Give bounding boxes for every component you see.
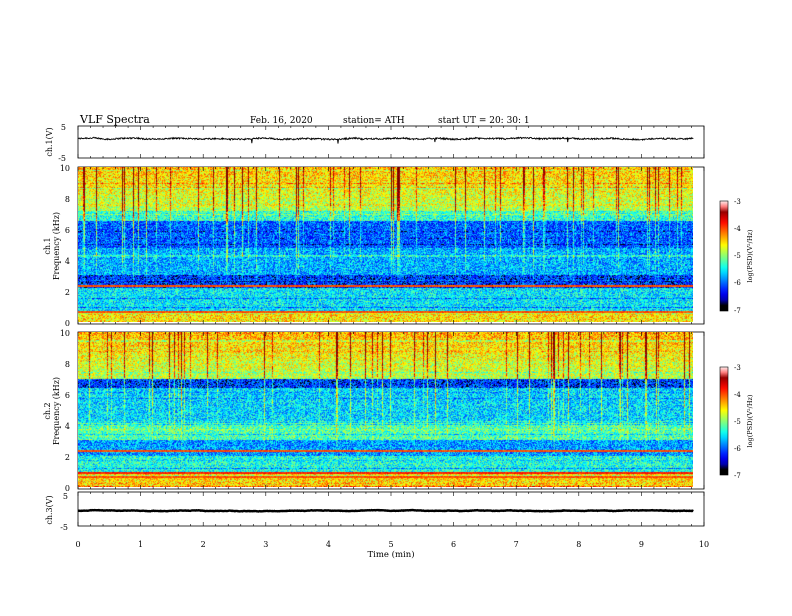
time-tick-label: 9 xyxy=(639,540,644,549)
ch2-cb-tick-m3: -3 xyxy=(734,364,741,372)
time-tick-label: 1 xyxy=(138,540,143,549)
ch2-cb-tick-m7: -7 xyxy=(734,472,741,480)
ch1-freq-tick-6: 6 xyxy=(65,226,70,235)
ch1-freq-tick-10: 10 xyxy=(60,164,70,173)
ch2-freq-tick-4: 4 xyxy=(65,422,70,431)
ch3-waveform-ylabel: ch.3(V) xyxy=(45,495,54,524)
ch2-freq-tick-2: 2 xyxy=(65,453,70,462)
ch1-freq-tick-2: 2 xyxy=(65,288,70,297)
ch1-cb-tick-m6: -6 xyxy=(734,279,741,287)
ch2-cb-tick-m4: -4 xyxy=(734,391,741,399)
time-tick-label: 0 xyxy=(75,540,80,549)
ch1-ytick-top: 5 xyxy=(61,123,66,132)
ch2-frequency-ylabel: Frequency (kHz) xyxy=(52,377,61,445)
ch2-colorbar-gradient xyxy=(719,366,729,476)
time-tick-label: 7 xyxy=(514,540,519,549)
time-tick-label: 8 xyxy=(576,540,581,549)
ch1-cb-tick-m3: -3 xyxy=(734,198,741,206)
time-tick-label: 2 xyxy=(201,540,206,549)
ch1-waveform-trace xyxy=(77,136,694,144)
ch2-freq-tick-8: 8 xyxy=(65,360,70,369)
figure-title: VLF Spectra xyxy=(79,113,150,126)
ch1-spectrogram-image xyxy=(78,167,693,322)
ch1-colorbar-gradient xyxy=(719,200,729,312)
ch1-cb-tick-m7: -7 xyxy=(734,307,741,315)
ch1-waveform-ylabel: ch.1(V) xyxy=(45,127,54,156)
ch3-waveform-trace xyxy=(77,508,694,513)
time-tick-label: 3 xyxy=(263,540,268,549)
ch1-frequency-ylabel: Frequency (kHz) xyxy=(52,212,61,280)
ch1-spectrogram-image-holder xyxy=(78,167,693,322)
ch3-waveform-panel: 5 -5 ch.3(V) xyxy=(45,491,705,532)
ch1-colorbar-label: log(PSD)(V²/Hz) xyxy=(746,229,754,282)
ch2-freq-tick-6: 6 xyxy=(65,391,70,400)
ch2-cb-tick-m6: -6 xyxy=(734,445,741,453)
ch1-colorbar: -3 -4 -5 -6 -7 log(PSD)(V²/Hz) xyxy=(719,198,754,315)
ch2-cb-tick-m5: -5 xyxy=(734,418,741,426)
ch1-waveform-minor-ticks xyxy=(77,126,705,158)
time-axis-label: Time (min) xyxy=(367,549,414,560)
ch3-ytick-bottom: -5 xyxy=(60,523,68,532)
ch2-colorbar-label: log(PSD)(V²/Hz) xyxy=(746,394,754,447)
ch2-spectrogram-ticks xyxy=(77,332,705,489)
ch2-freq-tick-10: 10 xyxy=(60,329,70,338)
ch1-waveform-panel: 5 -5 ch.1(V) xyxy=(45,123,705,163)
time-tick-label: 6 xyxy=(451,540,456,549)
ch2-channel-label: ch.2 xyxy=(43,402,52,419)
time-tick-label: 10 xyxy=(699,540,709,549)
start-ut-label: start UT = 20: 30: 1 xyxy=(438,116,530,126)
ch1-spectrogram-ticks xyxy=(77,167,705,324)
time-tick-label: 4 xyxy=(326,540,331,549)
time-axis-tick-labels: 0 1 2 3 4 5 6 7 8 9 10 xyxy=(75,540,709,549)
ch1-freq-tick-0: 0 xyxy=(65,319,70,328)
ch3-waveform-minor-ticks xyxy=(77,492,705,526)
ch2-freq-tick-0: 0 xyxy=(65,484,70,493)
ch2-spectrogram-image-holder xyxy=(78,332,693,487)
ch1-waveform-frame xyxy=(77,125,705,159)
ch1-channel-label: ch.1 xyxy=(43,237,52,254)
ch1-freq-tick-8: 8 xyxy=(65,195,70,204)
ch1-spectrogram-panel: 10 8 6 4 2 0 ch.1 Frequency (kHz) xyxy=(43,164,705,328)
ch2-colorbar: -3 -4 -5 -6 -7 log(PSD)(V²/Hz) xyxy=(719,364,754,480)
ch1-freq-tick-4: 4 xyxy=(65,257,70,266)
date-label: Feb. 16, 2020 xyxy=(250,116,313,126)
ch1-cb-tick-m4: -4 xyxy=(734,225,741,233)
ch3-waveform-frame xyxy=(77,491,705,527)
ch3-ytick-top: 5 xyxy=(63,492,68,501)
station-label: station= ATH xyxy=(343,116,405,126)
ch1-ytick-bottom: -5 xyxy=(58,154,66,163)
ch1-cb-tick-m5: -5 xyxy=(734,252,741,260)
ch2-spectrogram-panel: 10 8 6 4 2 0 ch.2 Frequency (kHz) xyxy=(43,329,705,493)
ch2-spectrogram-image xyxy=(78,332,693,487)
time-tick-label: 5 xyxy=(388,540,393,549)
